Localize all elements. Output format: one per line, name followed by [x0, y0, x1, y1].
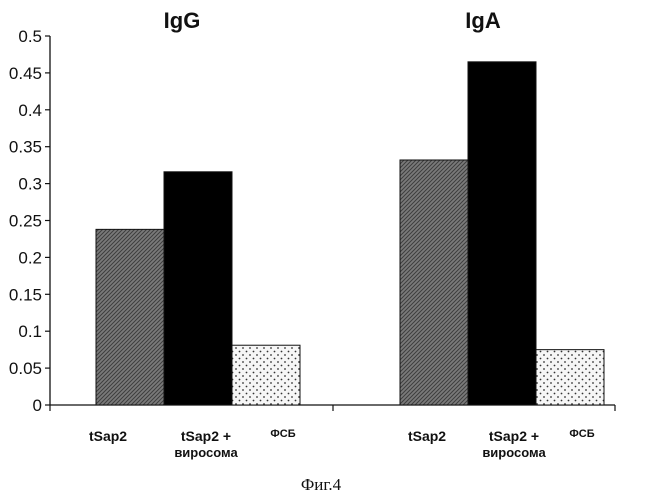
y-tick-label: 0.35: [9, 138, 42, 157]
category-label: ФСБ: [569, 428, 594, 440]
y-tick-label: 0.4: [18, 101, 42, 120]
category-label: ФСБ: [270, 428, 295, 440]
category-label: tSap2: [89, 428, 127, 444]
y-tick-label: 0: [33, 396, 42, 415]
y-tick-label: 0.25: [9, 212, 42, 231]
category-label-line2: виросома: [174, 445, 238, 460]
y-tick-label: 0.45: [9, 64, 42, 83]
bar-iga-0: [399, 159, 469, 406]
bar-igg-1: [163, 171, 233, 406]
y-tick-label: 0.2: [18, 248, 42, 267]
category-label-line2: виросома: [482, 445, 546, 460]
group-title-iga: IgA: [465, 8, 501, 33]
category-label: tSap2 +: [181, 428, 231, 444]
y-tick-label: 0.15: [9, 285, 42, 304]
y-tick-label: 0.5: [18, 27, 42, 46]
y-tick-label: 0.1: [18, 322, 42, 341]
bar-iga-1: [467, 61, 537, 406]
figure-caption: Фиг.4: [301, 475, 342, 494]
category-label: tSap2: [408, 428, 446, 444]
bar-iga-2: [535, 349, 605, 406]
bar-igg-2: [231, 344, 301, 406]
bar-igg-0: [95, 228, 165, 406]
group-title-igg: IgG: [164, 8, 201, 33]
category-label: tSap2 +: [489, 428, 539, 444]
y-tick-label: 0.3: [18, 175, 42, 194]
y-tick-label: 0.05: [9, 359, 42, 378]
